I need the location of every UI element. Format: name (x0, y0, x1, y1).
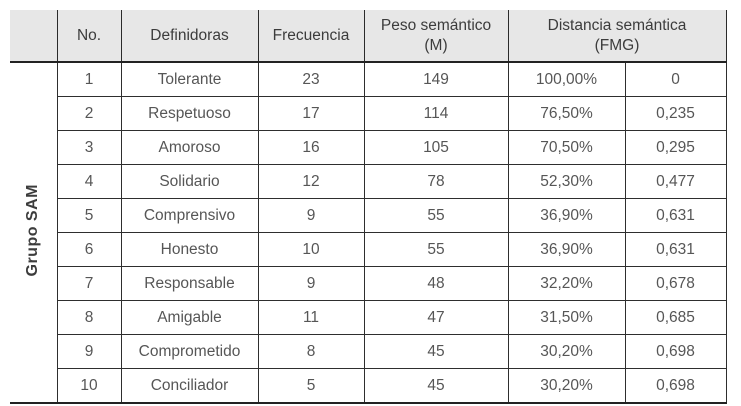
col-header-peso-line1: Peso semántico (380, 17, 492, 35)
cell-peso: 78 (363, 164, 509, 199)
cell-frecuencia: 17 (257, 96, 365, 131)
cell-fmg: 0 (624, 61, 727, 97)
cell-definidora: Responsable (120, 266, 259, 301)
cell-frecuencia: 11 (257, 300, 365, 335)
cell-pct: 100,00% (507, 61, 626, 97)
cell-frecuencia: 10 (257, 232, 365, 267)
cell-definidora: Comprensivo (120, 198, 259, 233)
cell-peso: 149 (363, 61, 509, 97)
cell-no: 10 (56, 368, 122, 404)
table-row: 8 Amigable 11 47 31,50% 0,685 (10, 300, 727, 335)
cell-no: 8 (56, 300, 122, 335)
cell-fmg: 0,295 (624, 130, 727, 165)
cell-pct: 30,20% (507, 334, 626, 369)
cell-fmg: 0,685 (624, 300, 727, 335)
cell-no: 3 (56, 130, 122, 165)
sam-definidoras-table: No. Definidoras Frecuencia Peso semántic… (10, 10, 727, 404)
col-header-definidoras: Definidoras (120, 10, 258, 63)
cell-definidora: Amoroso (120, 130, 259, 165)
cell-fmg: 0,678 (624, 266, 727, 301)
cell-definidora: Respetuoso (120, 96, 259, 131)
table-row: 4 Solidario 12 78 52,30% 0,477 (10, 164, 727, 199)
table-row: 2 Respetuoso 17 114 76,50% 0,235 (10, 96, 727, 131)
cell-fmg: 0,235 (624, 96, 727, 131)
cell-peso: 45 (363, 368, 509, 404)
cell-pct: 52,30% (507, 164, 626, 199)
table-header: No. Definidoras Frecuencia Peso semántic… (10, 10, 727, 63)
cell-pct: 36,90% (507, 198, 626, 233)
cell-pct: 36,90% (507, 232, 626, 267)
cell-no: 4 (56, 164, 122, 199)
cell-fmg: 0,698 (624, 368, 727, 404)
corner-cell (10, 10, 57, 63)
cell-pct: 32,20% (507, 266, 626, 301)
cell-definidora: Honesto (120, 232, 259, 267)
cell-pct: 76,50% (507, 96, 626, 131)
table-row: 10 Conciliador 5 45 30,20% 0,698 (10, 368, 727, 404)
cell-frecuencia: 9 (257, 198, 365, 233)
cell-definidora: Conciliador (120, 368, 259, 404)
cell-peso: 114 (363, 96, 509, 131)
cell-definidora: Tolerante (120, 61, 259, 97)
group-label-text: Grupo SAM (24, 183, 42, 277)
col-header-peso: Peso semántico (M) (363, 10, 508, 63)
col-header-no: No. (56, 10, 121, 63)
table-row: 5 Comprensivo 9 55 36,90% 0,631 (10, 198, 727, 233)
cell-no: 2 (56, 96, 122, 131)
cell-frecuencia: 16 (257, 130, 365, 165)
col-header-frecuencia: Frecuencia (257, 10, 364, 63)
cell-definidora: Amigable (120, 300, 259, 335)
table-body: Grupo SAM 1 Tolerante 23 149 100,00% 0 2 Respetu… (10, 61, 727, 404)
col-header-distancia-line1: Distancia semántica (547, 17, 687, 35)
cell-no: 6 (56, 232, 122, 267)
cell-frecuencia: 5 (257, 368, 365, 404)
cell-peso: 105 (363, 130, 509, 165)
cell-pct: 70,50% (507, 130, 626, 165)
table-row: 9 Comprometido 8 45 30,20% 0,698 (10, 334, 727, 369)
cell-frecuencia: 23 (257, 61, 365, 97)
sam-table-wrapper: No. Definidoras Frecuencia Peso semántic… (10, 10, 727, 404)
col-header-distancia: Distancia semántica (FMG) (507, 10, 727, 63)
cell-definidora: Comprometido (120, 334, 259, 369)
cell-fmg: 0,631 (624, 232, 727, 267)
header-row: No. Definidoras Frecuencia Peso semántic… (10, 10, 727, 63)
cell-peso: 45 (363, 334, 509, 369)
col-header-peso-line2: (M) (424, 36, 448, 54)
col-header-distancia-line2: (FMG) (594, 36, 640, 54)
cell-frecuencia: 8 (257, 334, 365, 369)
cell-definidora: Solidario (120, 164, 259, 199)
table-row: 3 Amoroso 16 105 70,50% 0,295 (10, 130, 727, 165)
cell-no: 9 (56, 334, 122, 369)
cell-no: 1 (56, 61, 122, 97)
cell-pct: 31,50% (507, 300, 626, 335)
cell-peso: 47 (363, 300, 509, 335)
group-label-cell: Grupo SAM (10, 62, 58, 404)
cell-pct: 30,20% (507, 368, 626, 404)
cell-frecuencia: 12 (257, 164, 365, 199)
cell-fmg: 0,477 (624, 164, 727, 199)
table-row: 7 Responsable 9 48 32,20% 0,678 (10, 266, 727, 301)
cell-frecuencia: 9 (257, 266, 365, 301)
cell-no: 5 (56, 198, 122, 233)
cell-no: 7 (56, 266, 122, 301)
cell-peso: 48 (363, 266, 509, 301)
table-row: Grupo SAM 1 Tolerante 23 149 100,00% 0 (10, 61, 727, 404)
table-row: 6 Honesto 10 55 36,90% 0,631 (10, 232, 727, 267)
cell-peso: 55 (363, 198, 509, 233)
cell-fmg: 0,631 (624, 198, 727, 233)
cell-fmg: 0,698 (624, 334, 727, 369)
cell-peso: 55 (363, 232, 509, 267)
